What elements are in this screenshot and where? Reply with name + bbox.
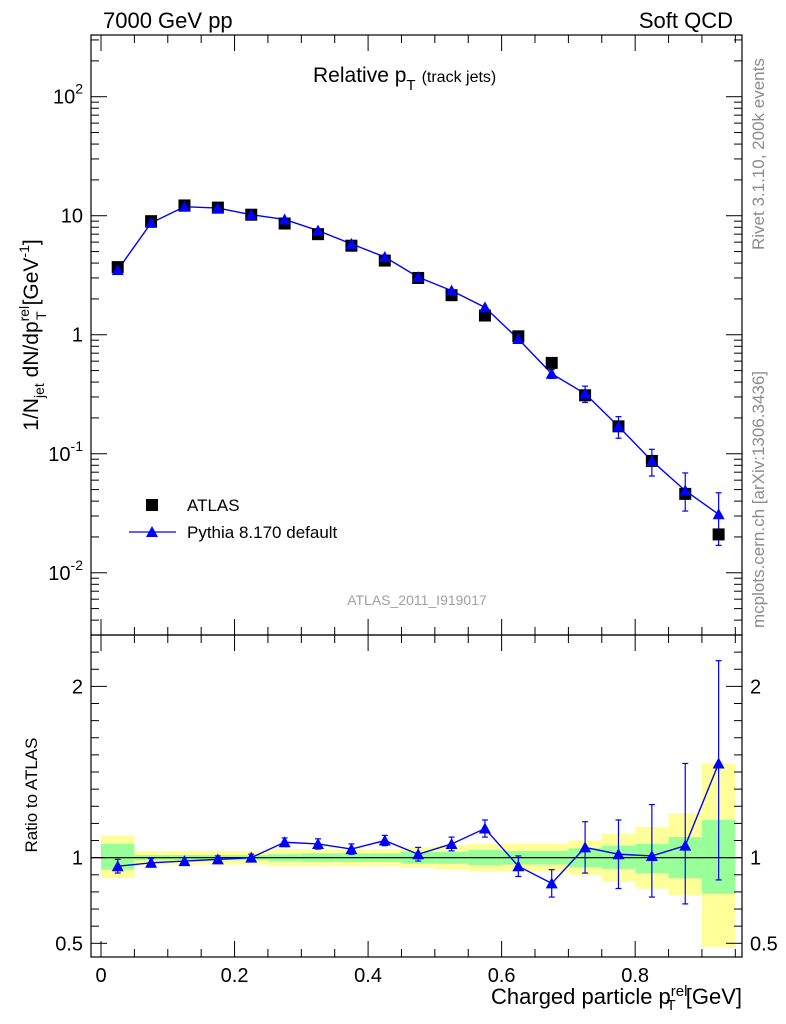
ratio-ytick-label-right: 2 — [750, 676, 761, 698]
pythia-point — [312, 224, 325, 236]
pythia-point — [512, 333, 525, 345]
ratio-point — [545, 877, 558, 889]
pythia-point — [712, 508, 725, 520]
main-ytick-label: 10-2 — [48, 557, 83, 585]
main-frame — [90, 34, 743, 636]
pythia-point — [145, 216, 158, 228]
x-tick-label: 0 — [95, 965, 106, 987]
pythia-point — [378, 250, 391, 262]
pythia-point — [445, 284, 458, 296]
main-ytick-label: 10-1 — [48, 438, 83, 466]
ratio-ytick-label: 2 — [72, 676, 83, 698]
main-axis-ticks: 10-2 10-1 1 10 102 — [48, 35, 742, 636]
ratio-point — [178, 855, 191, 867]
ratio-point — [211, 853, 224, 865]
atlas-point — [712, 528, 725, 541]
ratio-point — [579, 841, 592, 853]
ratio-point — [111, 860, 124, 872]
legend-pythia-label: Pythia 8.170 default — [187, 523, 338, 542]
pythia-point — [645, 454, 658, 466]
ratio-point — [145, 856, 158, 868]
x-tick-label: 0.8 — [621, 965, 649, 987]
ratio-point — [712, 757, 725, 769]
legend-atlas-marker — [146, 499, 158, 511]
legend-atlas-label: ATLAS — [187, 496, 240, 515]
x-tick-label: 0.2 — [221, 965, 249, 987]
mcplots-label: mcplots.cern.ch [arXiv:1306.3436] — [749, 371, 768, 628]
ratio-ytick-label: 0.5 — [55, 933, 83, 955]
ratio-point — [445, 837, 458, 849]
pythia-point — [345, 237, 358, 249]
rivet-label: Rivet 3.1.10, 200k events — [749, 58, 768, 250]
legend-pythia-marker — [146, 526, 158, 537]
ratio-point — [378, 834, 391, 846]
atlas-point — [545, 356, 558, 369]
analysis-watermark: ATLAS_2011_I919017 — [347, 592, 487, 608]
ratio-point — [612, 848, 625, 860]
ratio-point — [679, 839, 692, 851]
main-ytick-label: 10 — [61, 206, 83, 228]
x-tick-label: 0.4 — [354, 965, 382, 987]
ratio-point — [478, 822, 491, 834]
ratio-frame — [90, 634, 743, 958]
main-ytick-label: 102 — [53, 81, 83, 109]
pythia-line — [117, 206, 720, 515]
pythia-point — [679, 484, 692, 496]
ratio-point — [345, 843, 358, 855]
ratio-ytick-label-right: 0.5 — [750, 933, 778, 955]
x-axis-label: Charged particle prel T [GeV] — [491, 983, 742, 1014]
ratio-point — [278, 836, 291, 848]
pythia-point — [545, 367, 558, 379]
pythia-point — [111, 263, 124, 275]
ratio-point — [412, 848, 425, 860]
ratio-ylabel: Ratio to ATLAS — [22, 738, 41, 853]
legend: ATLAS Pythia 8.170 default — [129, 496, 338, 542]
pythia-point — [211, 202, 224, 214]
ratio-data-layer — [111, 660, 725, 905]
ratio-axis-ticks: 0.5 0.5 1 1 2 2 0 0.2 0.4 0.6 0.8 — [55, 635, 778, 987]
plot-title: Relative pT (track jets) — [313, 64, 496, 94]
header-right: Soft QCD — [639, 8, 733, 33]
header-left: 7000 GeV pp — [103, 8, 233, 33]
pythia-point — [178, 200, 191, 212]
ratio-point — [312, 837, 325, 849]
pythia-point — [579, 387, 592, 399]
ratio-ytick-label: 1 — [72, 848, 83, 870]
ratio-point — [645, 849, 658, 861]
ratio-point — [512, 860, 525, 872]
x-tick-label: 0.6 — [488, 965, 516, 987]
atlas-point — [478, 309, 491, 322]
main-ytick-label: 1 — [72, 325, 83, 347]
pythia-point — [478, 301, 491, 313]
ratio-ytick-label-right: 1 — [750, 848, 761, 870]
main-ylabel: 1/Njet dN/dprelT [GeV-1] — [16, 239, 49, 430]
main-data-layer — [111, 199, 725, 546]
pythia-point — [245, 208, 258, 220]
ratio-point — [245, 851, 258, 863]
pythia-point — [612, 420, 625, 432]
pythia-point — [278, 213, 291, 225]
pythia-point — [412, 271, 425, 283]
